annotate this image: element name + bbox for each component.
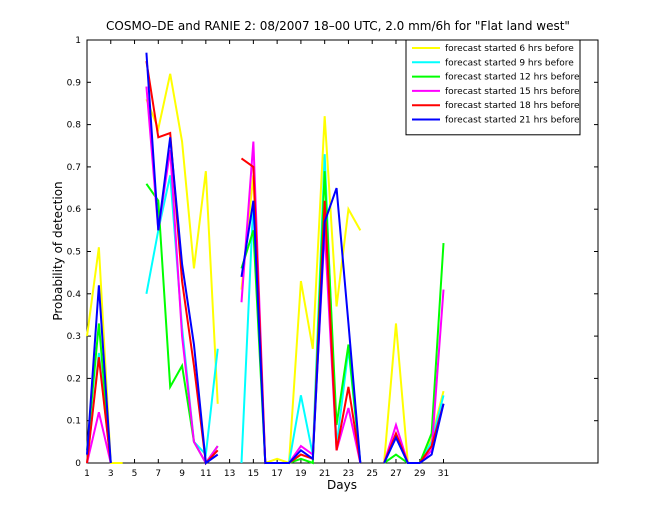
x-tick-label: 21 [319,469,330,479]
x-tick-label: 13 [224,469,235,479]
x-tick-label: 17 [271,469,282,479]
legend-label: forecast started 9 hrs before [445,58,574,68]
chart-title: COSMO–DE and RANIE 2: 08/2007 18–00 UTC,… [106,19,570,33]
y-tick-label: 0.1 [67,417,81,427]
series-layer [86,52,445,466]
y-tick-label: 0.4 [67,290,82,300]
series-line-4 [86,86,445,465]
legend: forecast started 6 hrs before forecast st… [405,39,581,136]
x-tick-label: 29 [414,469,426,479]
y-tick-label: 0.9 [67,78,82,88]
legend-label: forecast started 21 hrs before [445,116,580,126]
y-axis-label: Probability of detection [51,181,65,320]
x-tick-label: 15 [248,469,259,479]
x-tick-label: 23 [343,469,354,479]
x-tick-label: 9 [179,469,185,479]
y-tick-label: 0 [75,459,81,469]
x-tick-label: 19 [295,469,307,479]
x-tick-label: 1 [84,469,90,479]
x-tick-label: 5 [132,469,138,479]
x-axis-label: Days [327,478,357,492]
series-line-1 [86,73,445,465]
y-tick-label: 0.2 [67,374,81,384]
x-tick-label: 7 [155,469,161,479]
legend-label: forecast started 12 hrs before [445,73,580,83]
x-tick-label: 3 [108,469,114,479]
y-tick-label: 0.6 [67,205,82,215]
legend-label: forecast started 6 hrs before [445,44,574,54]
axis-ticks: 1 3 5 7 9 11 13 15 17 19 21 23 25 27 29 3100.10.20.30.4… [67,36,598,479]
series-line-5 [86,60,445,466]
series-line-3 [86,171,445,465]
legend-label: forecast started 15 hrs before [445,87,580,97]
y-tick-label: 0.3 [67,332,81,342]
y-tick-label: 1 [75,36,81,46]
y-tick-label: 0.5 [67,248,81,258]
x-tick-label: 31 [438,469,449,479]
legend-label: forecast started 18 hrs before [445,101,580,111]
series-line-2 [86,154,445,464]
x-tick-label: 27 [390,469,401,479]
y-tick-label: 0.8 [67,121,82,131]
x-tick-label: 11 [200,469,211,479]
y-tick-label: 0.7 [67,163,81,173]
series-line-6 [86,52,445,465]
x-tick-label: 25 [366,469,377,479]
